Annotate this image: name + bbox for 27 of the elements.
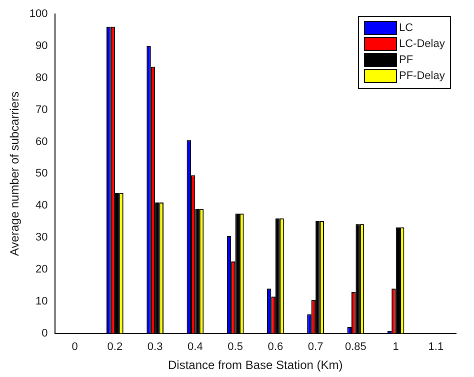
- x-tick-label: 0.4: [188, 341, 203, 354]
- x-tick-label: 0: [72, 341, 78, 354]
- y-tick-label: 0: [42, 327, 48, 340]
- legend-label: PF-Delay: [399, 70, 446, 82]
- x-tick-label: 0.5: [228, 341, 243, 354]
- y-tick-label: 50: [36, 168, 48, 180]
- legend-label: LC: [399, 22, 414, 34]
- x-tick-label: 0.6: [268, 341, 284, 354]
- y-tick-label: 60: [36, 136, 48, 148]
- y-tick-label: 100: [29, 8, 48, 20]
- x-axis-title: Distance from Base Station (Km): [168, 358, 343, 372]
- y-tick-label: 20: [36, 264, 48, 276]
- y-tick-label: 40: [36, 200, 48, 212]
- legend-label: PF: [399, 54, 414, 66]
- x-tick-label: 0.85: [344, 341, 366, 354]
- y-axis-title: Average number of subcarriers: [8, 91, 22, 256]
- y-tick-label: 10: [36, 295, 48, 308]
- y-tick-label: 30: [36, 232, 48, 244]
- y-tick-label: 90: [36, 40, 48, 52]
- x-tick-label: 0.3: [147, 341, 163, 354]
- y-tick-label: 70: [36, 104, 48, 116]
- x-tick-label: 0.7: [308, 341, 324, 354]
- x-tick-label: 1.1: [428, 341, 444, 354]
- legend-label: LC-Delay: [399, 38, 446, 50]
- y-tick-label: 80: [36, 72, 48, 84]
- x-tick-label: 1: [392, 341, 399, 354]
- x-tick-label: 0.2: [107, 341, 123, 354]
